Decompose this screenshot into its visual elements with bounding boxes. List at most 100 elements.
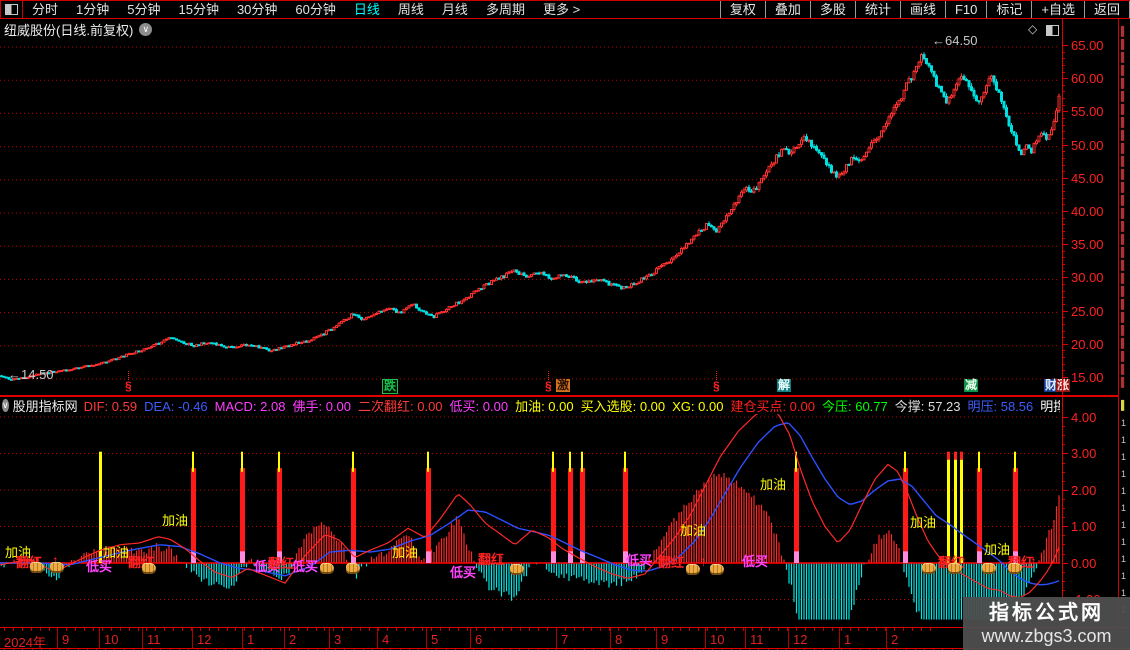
price-minor-tick [1062, 164, 1065, 166]
period-item-2[interactable]: 5分钟 [127, 2, 161, 17]
month-tick [173, 628, 175, 631]
strip-glyph: ▌ [1121, 26, 1128, 36]
month-tick [404, 628, 406, 631]
tool-item-3[interactable]: 统计 [854, 1, 900, 18]
month-tick [12, 628, 14, 631]
price-tick [1062, 343, 1068, 345]
period-item-5[interactable]: 60分钟 [295, 2, 336, 17]
month-tick [769, 628, 771, 631]
indicator-field-XG: XG: 0.00 [672, 398, 724, 414]
strip-glyph: 1 [1121, 469, 1127, 479]
period-item-1[interactable]: 1分钟 [76, 2, 110, 17]
tool-item-6[interactable]: 标记 [986, 1, 1031, 18]
price-tick [1062, 277, 1068, 279]
tool-item-7[interactable]: +自选 [1031, 1, 1084, 18]
month-tick [644, 628, 646, 631]
month-tick [226, 628, 228, 631]
chart-titlebar: 纽威股份(日线.前复权) ∨ [0, 20, 1060, 38]
price-minor-tick [1062, 237, 1065, 239]
period-item-10[interactable]: 更多 > [542, 2, 581, 17]
macd-indicator-canvas[interactable] [0, 414, 1062, 627]
month-tick [742, 628, 744, 631]
axis-line [1062, 19, 1063, 647]
price-axis-label-15.00: 15.00 [1071, 370, 1104, 385]
period-item-9[interactable]: 多周期 [485, 2, 525, 17]
month-tick [288, 628, 290, 631]
strip-glyph: ▌ [1121, 169, 1128, 179]
month-tick [858, 628, 860, 631]
ind-minor-tick [1062, 562, 1065, 564]
month-tick [146, 628, 148, 631]
price-axis-label-60.00: 60.00 [1071, 71, 1104, 87]
price-minor-tick [1062, 310, 1065, 312]
period-item-8[interactable]: 月线 [441, 2, 468, 17]
price-minor-tick [1062, 297, 1065, 299]
indicator-title[interactable]: 股朋指标网 [12, 399, 78, 414]
strip-glyph: ▌ [1121, 351, 1128, 361]
price-minor-tick [1062, 137, 1065, 139]
period-item-4[interactable]: 30分钟 [236, 2, 278, 17]
month-tick [75, 628, 77, 631]
month-label-12: 8 [615, 632, 623, 647]
month-tick [199, 628, 201, 631]
month-separator [886, 628, 887, 648]
ind-minor-tick [1062, 498, 1065, 500]
strip-glyph: ▌ [1121, 299, 1128, 309]
month-tick [4, 628, 5, 631]
month-separator [788, 628, 789, 648]
indicator-field-MACD: MACD: 2.08 [214, 398, 286, 414]
pane-divider[interactable] [0, 395, 1130, 397]
period-item-3[interactable]: 15分钟 [178, 2, 219, 17]
price-minor-tick [1062, 104, 1065, 106]
price-minor-tick [1062, 303, 1065, 305]
strip-glyph: ▌ [1121, 400, 1128, 410]
month-label-3: 11 [147, 632, 161, 647]
price-minor-tick [1062, 131, 1065, 133]
period-item-0[interactable]: 分时 [32, 2, 59, 17]
price-tick [1062, 377, 1068, 378]
ind-minor-tick [1062, 489, 1065, 491]
tool-item-4[interactable]: 画线 [899, 1, 945, 18]
price-tick [1062, 211, 1068, 212]
month-separator [470, 628, 471, 648]
strip-glyph: 1 [1121, 486, 1127, 496]
period-toolbar: 分时 1分钟 5分钟 15分钟 30分钟 60分钟 日线 周线 月线 多周期 更多 > 复权 叠加 多股… [0, 0, 1130, 19]
chevron-down-icon[interactable]: ∨ [139, 22, 153, 36]
period-item-7[interactable]: 周线 [397, 2, 424, 17]
tool-item-2[interactable]: 多股 [809, 1, 855, 18]
ind-tick [1062, 563, 1068, 564]
month-separator [556, 628, 557, 648]
tool-item-8[interactable]: 返回 [1083, 1, 1130, 18]
timeline-axis[interactable]: 2024年 9 10 11 12 1 2 3 4 5 6 7 8 9 10 11 12 1 2 [0, 627, 1130, 650]
strip-glyph: ▌ [1121, 130, 1128, 140]
tool-item-5[interactable]: F10 [944, 1, 986, 18]
tool-item-0[interactable]: 复权 [719, 1, 765, 18]
price-minor-tick [1062, 45, 1065, 46]
indicator-chevron-down-icon[interactable]: ∨ [2, 399, 9, 412]
month-tick [466, 628, 468, 631]
strip-glyph: ▌ [1121, 312, 1128, 322]
month-tick [128, 628, 130, 631]
price-minor-tick [1062, 177, 1065, 179]
month-tick [57, 628, 59, 631]
indicator-field-低买: 低买: 0.00 [449, 398, 509, 414]
strip-glyph: 1 [1121, 503, 1127, 513]
strip-glyph: ▌ [1121, 52, 1128, 62]
period-item-6[interactable]: 日线 [353, 2, 380, 17]
price-minor-tick [1062, 244, 1065, 246]
month-tick [876, 628, 878, 631]
tools-menu: 复权 叠加 多股 统计 画线 F10 标记 +自选 返回 [719, 1, 1130, 18]
month-tick [110, 628, 112, 631]
month-tick [297, 628, 299, 631]
price-axis: 65.00 60.00 55.00 50.00 45.00 40.00 35.00 30.00… [1062, 19, 1118, 647]
layout-toggle-button[interactable] [0, 1, 23, 18]
tool-item-1[interactable]: 叠加 [764, 1, 810, 18]
indicator-field-明压: 明压: 58.56 [967, 398, 1034, 414]
month-tick [208, 628, 210, 631]
candlestick-chart-canvas[interactable] [0, 38, 1062, 395]
price-axis-label-25.00: 25.00 [1071, 303, 1104, 319]
month-tick [93, 628, 94, 631]
ind-minor-tick [1062, 526, 1065, 528]
price-minor-tick [1062, 71, 1065, 73]
month-tick [831, 628, 833, 631]
